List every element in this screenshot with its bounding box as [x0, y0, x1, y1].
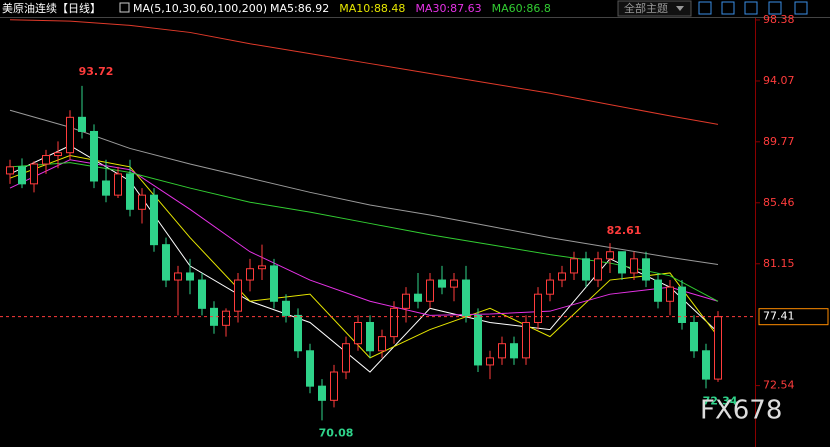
y-tick-label: 98.38 — [763, 13, 795, 26]
candle-body — [138, 194, 146, 210]
candle-body — [522, 321, 530, 359]
candle-body — [270, 265, 278, 302]
candle-body — [390, 307, 398, 338]
last-price-label: 77.41 — [763, 310, 795, 323]
legend-entry: MA60:86.8 — [492, 2, 551, 15]
y-tick-label: 85.46 — [763, 196, 795, 209]
candle-body — [18, 166, 26, 185]
candle-body — [594, 258, 602, 281]
low-annotation: 72.34 — [703, 394, 738, 407]
candle-body — [378, 336, 386, 352]
candle-body — [282, 300, 290, 316]
candle-body — [570, 258, 578, 274]
candle-body — [510, 343, 518, 359]
candle-body — [162, 244, 170, 281]
candle-body — [534, 293, 542, 323]
indicator-label: MA(5,10,30,60,100,200) — [133, 2, 267, 15]
candle-body — [126, 173, 134, 210]
candle-body — [654, 279, 662, 302]
candle-body — [186, 272, 194, 281]
candle-body — [630, 258, 638, 274]
candle-body — [78, 116, 86, 132]
candle-body — [306, 350, 314, 387]
theme-menu-label: 全部主题 — [624, 1, 668, 15]
candle-body — [702, 350, 710, 380]
candle-body — [258, 265, 266, 270]
candle-body — [294, 314, 302, 352]
expand-button[interactable] — [794, 1, 808, 15]
settings-button[interactable] — [744, 1, 758, 15]
candle-body — [246, 268, 254, 281]
candle-body — [486, 357, 494, 366]
legend-entry: MA10:88.48 — [339, 2, 405, 15]
candle-body — [6, 166, 14, 175]
y-tick-label: 94.07 — [763, 74, 795, 87]
candle-body — [606, 251, 614, 260]
menu-arrow — [676, 6, 684, 11]
candle-body — [474, 314, 482, 366]
candle-body — [54, 152, 62, 157]
indicator-icon[interactable] — [119, 2, 130, 13]
candle-body — [642, 258, 650, 281]
zoom-button[interactable] — [721, 1, 735, 15]
y-tick-label: 89.77 — [763, 135, 795, 148]
candle-body — [318, 385, 326, 401]
candle-body — [414, 293, 422, 302]
legend-entry: MA30:87.63 — [415, 2, 481, 15]
ma-line — [9, 19, 719, 125]
candle-body — [30, 163, 38, 185]
legend-entry: MA5:86.92 — [270, 2, 329, 15]
candle-body — [678, 286, 686, 323]
candle-body — [66, 116, 74, 154]
candle-body — [42, 155, 50, 165]
candle-body — [102, 180, 110, 196]
last-price-box — [758, 308, 829, 326]
high-annotation: 82.61 — [607, 224, 642, 237]
candle-body — [150, 194, 158, 246]
watermark: FX678 — [700, 396, 782, 426]
candle-body — [366, 321, 374, 352]
y-tick-label: 81.15 — [763, 257, 795, 270]
candle-body — [498, 343, 506, 359]
candle-body — [438, 279, 446, 288]
candle-body — [546, 279, 554, 295]
candle-body — [402, 293, 410, 309]
y-tick-label: 72.54 — [763, 379, 795, 392]
candle-body — [618, 251, 626, 274]
layout-button[interactable] — [768, 1, 782, 15]
candle-body — [198, 279, 206, 309]
candle-body — [426, 279, 434, 302]
candle-body — [714, 316, 722, 380]
candle-body — [690, 321, 698, 352]
candle-body — [330, 371, 338, 401]
chart-title: 美原油连续【日线】 — [2, 1, 101, 15]
candle-body — [558, 272, 566, 281]
candle-body — [342, 343, 350, 373]
candle-body — [462, 279, 470, 316]
crosshair-button[interactable] — [698, 1, 712, 15]
candle-body — [234, 279, 242, 312]
candle-body — [666, 286, 674, 302]
candle-body — [222, 310, 230, 326]
candle-body — [354, 321, 362, 345]
candle-body — [450, 279, 458, 288]
candle-body — [114, 173, 122, 196]
high-annotation: 93.72 — [79, 65, 114, 78]
theme-menu[interactable] — [617, 0, 692, 17]
candle-body — [90, 130, 98, 182]
candle-body — [174, 272, 182, 281]
candle-body — [582, 258, 590, 281]
low-annotation: 70.08 — [319, 426, 354, 439]
